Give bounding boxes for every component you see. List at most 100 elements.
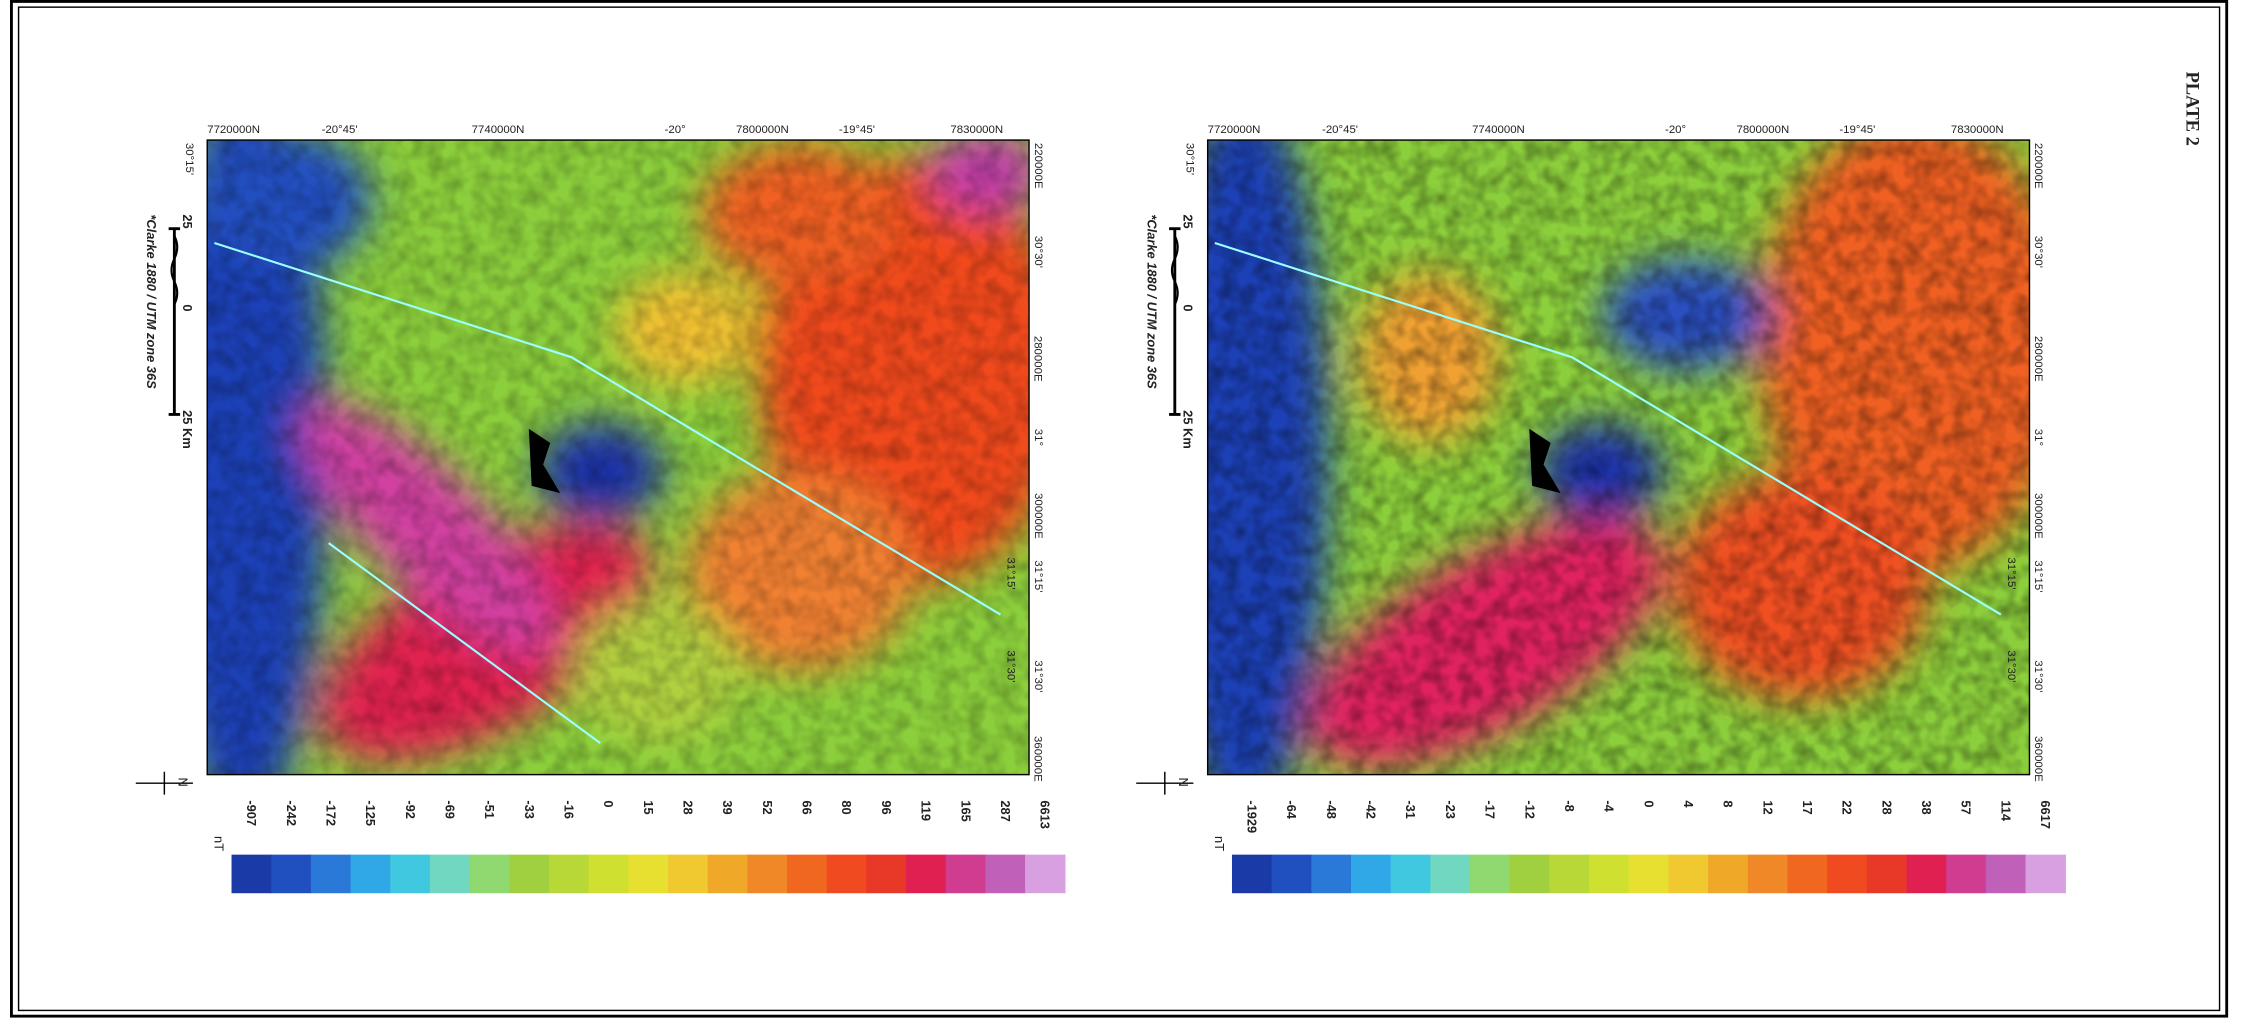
legend-swatch [945, 854, 987, 894]
legend-label: -16 [562, 800, 577, 819]
coord-label: 7830000N [950, 124, 1003, 136]
legend-label: -172 [323, 800, 338, 826]
legend-label: -42 [1364, 800, 1379, 819]
legend-swatch [1628, 854, 1670, 894]
legend-swatch [1906, 854, 1947, 894]
legend-label: -33 [522, 800, 537, 819]
legend-swatch [2025, 854, 2066, 894]
coord-label: 220000E [2032, 143, 2044, 189]
legend-label: 8 [1721, 800, 1736, 807]
coord-label: 280000E [1032, 336, 1044, 382]
legend-label: 0 [601, 800, 616, 807]
coord-label: 7740000N [472, 124, 525, 136]
coord-label: -20° [665, 124, 686, 136]
coord-label: -20° [1665, 124, 1686, 136]
legend-label: 0 [1641, 800, 1656, 807]
legend-label: -51 [482, 800, 497, 819]
legend-label: -125 [363, 800, 378, 826]
map-image [1207, 140, 2030, 775]
coord-label: -19°45' [1839, 124, 1875, 136]
coord-label: 31°15' [2005, 557, 2017, 589]
legend-swatch [826, 854, 868, 894]
legend-swatch [707, 854, 749, 894]
legend-label: -8 [1562, 800, 1577, 811]
coord-label: 31° [1032, 429, 1044, 446]
coord-label: 31°30' [1032, 660, 1044, 692]
coord-label: 360000E [2032, 736, 2044, 782]
legend-label: -31 [1403, 800, 1418, 819]
coord-label: 31°15' [1032, 560, 1044, 592]
north-arrow [1136, 771, 1194, 795]
legend-label: 114 [1998, 800, 2013, 822]
north-arrow [135, 771, 193, 795]
legend-swatch [1747, 854, 1789, 894]
legend-swatch [1025, 854, 1066, 894]
legend-swatch [469, 854, 510, 894]
map-frame [206, 139, 1030, 776]
legend-label: 28 [681, 800, 696, 814]
legend-label: 28 [1879, 800, 1894, 814]
plate-label: PLATE 2 [2182, 71, 2203, 145]
scale-label: 0 [180, 304, 195, 311]
scale-bar [1170, 235, 1179, 305]
legend-label: 38 [1919, 800, 1934, 814]
map-image [207, 140, 1030, 775]
legend-swatch [231, 854, 272, 894]
legend-label: -64 [1284, 800, 1299, 819]
legend-swatch [1430, 854, 1471, 894]
legend-label: -242 [284, 800, 299, 826]
coord-label: 220000E [1032, 143, 1044, 189]
legend-label: -92 [403, 800, 418, 819]
legend-swatch [985, 854, 1026, 894]
legend-swatch [906, 854, 947, 894]
scale-label: 25 [1180, 214, 1195, 228]
coord-label: 31°30' [1005, 650, 1017, 682]
legend-swatch [667, 854, 709, 894]
coord-label: 300000E [1032, 493, 1044, 539]
legend-label: 12 [1760, 800, 1775, 814]
legend-swatch [1589, 854, 1630, 894]
coord-label: 30°15' [183, 143, 195, 175]
legend-label: -23 [1443, 800, 1458, 819]
legend-swatch [1866, 854, 1908, 894]
legend-swatch [1231, 854, 1273, 894]
legend-label: -12 [1522, 800, 1537, 819]
legend-label: 57 [1959, 800, 1974, 814]
legend-swatch [350, 854, 391, 894]
legend-swatch [747, 854, 788, 894]
legend-unit: nT [1212, 836, 1227, 851]
coord-label: -19°45' [839, 124, 875, 136]
coord-label: 7720000N [207, 124, 260, 136]
legend-swatch [429, 854, 471, 894]
legend-swatch [787, 854, 828, 894]
legend-label: -4 [1602, 800, 1617, 812]
legend-label: -1929 [1245, 800, 1260, 833]
map-frame [1206, 139, 2031, 776]
coord-label: 31°30' [2005, 650, 2017, 682]
legend-swatch [271, 854, 312, 894]
north-label: N [1176, 777, 1191, 786]
page-frame-inner [17, 6, 2221, 1012]
coord-label: -20°45' [322, 124, 358, 136]
legend-swatch [1985, 854, 2027, 894]
coord-label: 30°15' [1183, 143, 1195, 175]
coord-label: 31°15' [2032, 560, 2044, 592]
legend-swatch [1509, 854, 1551, 894]
legend-swatch [1390, 854, 1432, 894]
coord-label: 31° [2032, 429, 2044, 446]
scale-label: 25 [180, 214, 195, 228]
scale-bar [170, 235, 179, 305]
legend-swatch [1668, 854, 1709, 894]
legend-swatch [390, 854, 431, 894]
legend-label: 15 [641, 800, 656, 814]
legend-swatch [1549, 854, 1590, 894]
coord-label: 31°15' [1005, 557, 1017, 589]
legend-label: 287 [998, 800, 1013, 821]
legend-swatch [628, 854, 669, 894]
coord-label: 7830000N [1951, 124, 2004, 136]
coord-label: 30°30' [2032, 236, 2044, 268]
legend-label: 4 [1681, 800, 1696, 808]
legend-swatch [1470, 854, 1511, 894]
coord-label: 31°30' [2032, 660, 2044, 692]
